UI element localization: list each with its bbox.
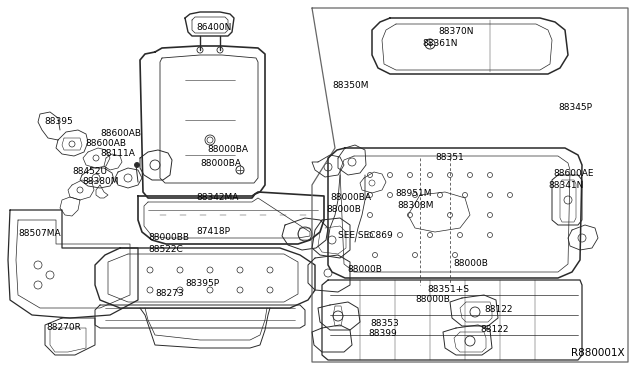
Text: 88353: 88353 [370, 318, 399, 327]
Text: 88600AE: 88600AE [553, 169, 593, 177]
Text: 88000B: 88000B [415, 295, 450, 305]
Text: 88122: 88122 [480, 326, 509, 334]
Text: 88273: 88273 [155, 289, 184, 298]
Text: 88370N: 88370N [438, 28, 474, 36]
Text: 88270R: 88270R [46, 324, 81, 333]
Text: 87418P: 87418P [196, 228, 230, 237]
Text: 88350M: 88350M [332, 80, 369, 90]
Text: 88522C: 88522C [148, 246, 183, 254]
Text: 88111A: 88111A [100, 150, 135, 158]
Text: 88361N: 88361N [422, 39, 458, 48]
Text: 88452U: 88452U [72, 167, 107, 176]
Text: 88507MA: 88507MA [18, 230, 61, 238]
Text: 88600AB: 88600AB [100, 128, 141, 138]
Text: 88380M: 88380M [82, 177, 118, 186]
Text: 88342MA: 88342MA [196, 192, 238, 202]
Text: 88000BB: 88000BB [148, 234, 189, 243]
Text: 88341N: 88341N [548, 180, 584, 189]
Text: 88395: 88395 [44, 118, 73, 126]
Text: 88000B: 88000B [326, 205, 361, 215]
Text: 88345P: 88345P [558, 103, 592, 112]
Text: 88951M: 88951M [395, 189, 431, 198]
Text: 88308M: 88308M [397, 202, 433, 211]
Text: SEE SEC869: SEE SEC869 [338, 231, 393, 240]
Text: 88000BA: 88000BA [207, 145, 248, 154]
Text: 88351+S: 88351+S [427, 285, 469, 295]
Text: 88399: 88399 [368, 330, 397, 339]
Text: 88351: 88351 [435, 154, 464, 163]
Text: 88000B: 88000B [453, 259, 488, 267]
Text: 88000BA: 88000BA [330, 193, 371, 202]
Circle shape [134, 163, 140, 167]
Text: 86400N: 86400N [196, 23, 232, 32]
Text: 88600AB: 88600AB [85, 138, 126, 148]
Text: 88000B: 88000B [347, 266, 382, 275]
Text: 88122: 88122 [484, 305, 513, 314]
Text: 88000BA: 88000BA [200, 158, 241, 167]
Text: 88395P: 88395P [185, 279, 219, 288]
Text: R880001X: R880001X [572, 348, 625, 358]
